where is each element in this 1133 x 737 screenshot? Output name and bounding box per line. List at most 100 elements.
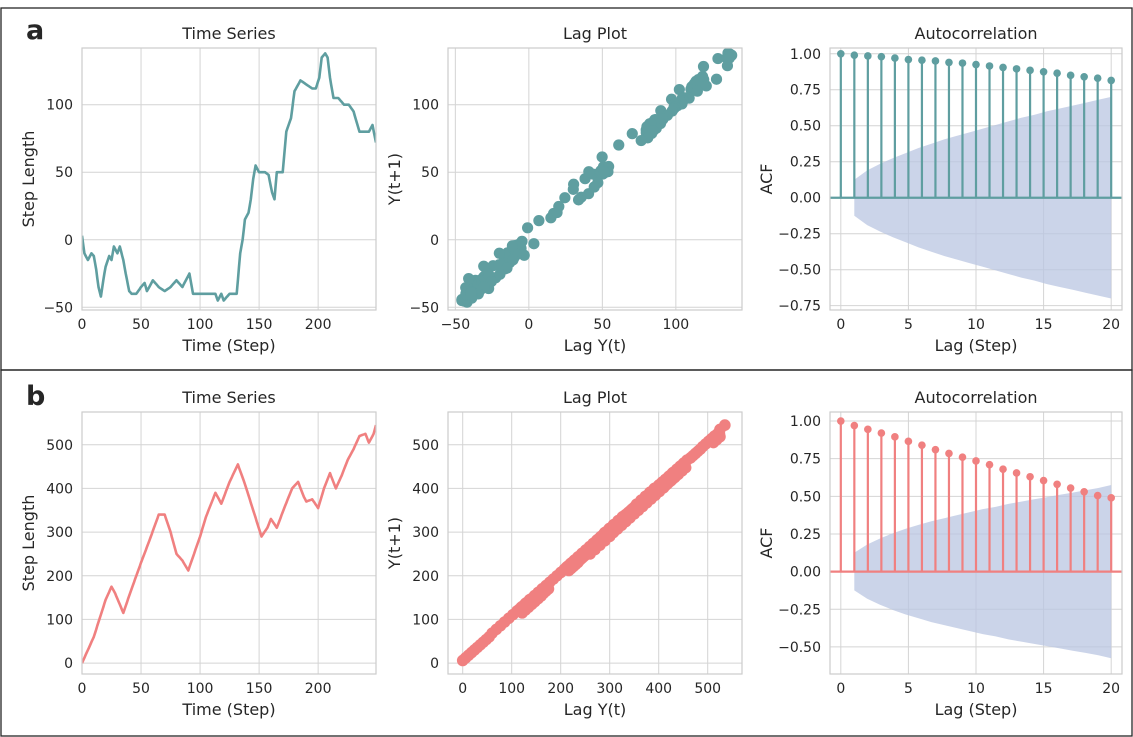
y-tick-label: −0.50 xyxy=(778,263,821,279)
acf-marker xyxy=(891,433,899,441)
y-tick-label: 100 xyxy=(412,612,439,628)
x-tick-label: 10 xyxy=(967,681,985,697)
lag-point xyxy=(691,85,703,97)
y-tick-label: 0 xyxy=(430,656,439,672)
y-tick-label: 300 xyxy=(46,525,73,541)
acf-marker xyxy=(1026,472,1034,481)
acf-marker xyxy=(918,441,926,449)
y-tick-label: 200 xyxy=(412,569,439,585)
lag-point xyxy=(696,70,709,83)
y-axis-label: ACF xyxy=(757,163,776,194)
acf-marker xyxy=(1107,76,1115,85)
y-tick-label: 0.25 xyxy=(790,527,821,543)
acf-marker xyxy=(850,51,859,59)
acf-marker xyxy=(972,457,980,465)
acf-marker xyxy=(1107,494,1115,502)
x-tick-label: 400 xyxy=(645,681,672,697)
acf-marker xyxy=(1080,488,1088,496)
series-line xyxy=(82,52,376,302)
lag-point xyxy=(507,254,519,266)
y-tick-label: 0.00 xyxy=(790,191,821,207)
lag-point xyxy=(506,240,519,252)
x-tick-label: 150 xyxy=(246,681,273,697)
x-tick-label: 50 xyxy=(132,681,150,697)
y-tick-label: 100 xyxy=(412,98,439,114)
lag-point xyxy=(553,200,565,213)
y-axis-label: Step Length xyxy=(19,495,38,592)
x-tick-label: 5 xyxy=(904,317,913,333)
x-tick-label: 100 xyxy=(187,317,214,333)
lag-point xyxy=(533,215,545,227)
acf-marker xyxy=(904,437,913,446)
y-tick-label: 0.50 xyxy=(790,119,821,135)
y-tick-label: 300 xyxy=(412,525,439,541)
x-tick-label: 50 xyxy=(132,317,150,333)
x-tick-label: 15 xyxy=(1035,317,1053,333)
y-axis-label: ACF xyxy=(757,527,776,558)
x-tick-label: 500 xyxy=(694,681,721,697)
lag-point xyxy=(516,235,528,247)
y-tick-label: 1.00 xyxy=(790,47,821,63)
x-tick-label: 0 xyxy=(78,681,87,697)
x-tick-label: 150 xyxy=(246,317,273,333)
acf-marker xyxy=(1053,69,1061,77)
acf-marker xyxy=(1039,476,1048,485)
plot-marks xyxy=(456,48,738,308)
x-tick-label: 100 xyxy=(187,681,214,697)
plot-frame xyxy=(447,411,743,675)
panel-a-letter: a xyxy=(26,15,44,46)
acf-marker xyxy=(945,449,953,458)
y-tick-label: 0 xyxy=(64,656,73,672)
acf-marker xyxy=(958,453,967,461)
chart-title: Time Series xyxy=(181,388,275,407)
y-tick-label: 0.75 xyxy=(790,83,821,99)
lag-point xyxy=(494,268,506,280)
lag-point xyxy=(710,73,723,85)
x-tick-label: 10 xyxy=(967,317,985,333)
lag-point xyxy=(528,238,540,250)
y-tick-label: 0 xyxy=(64,233,73,249)
x-tick-label: 5 xyxy=(904,681,913,697)
acf-marker xyxy=(918,56,926,65)
acf-marker xyxy=(891,54,899,62)
x-tick-label: 200 xyxy=(305,681,332,697)
x-axis-label: Lag Y(t) xyxy=(564,336,627,355)
acf-marker xyxy=(864,425,872,434)
chart-b-2: 0 100 200 300 400 500 0 100 200 300 400 500 Lag Plot… xyxy=(385,388,743,719)
y-tick-label: 400 xyxy=(412,481,439,497)
lag-point xyxy=(493,247,505,259)
chart-a-2: −50 0 50 100 −50 0 50 100 Lag Plot Lag Y(t) Y(t+1) xyxy=(385,24,743,355)
lag-point xyxy=(721,60,734,72)
x-tick-label: 20 xyxy=(1102,317,1120,333)
lag-point xyxy=(521,222,534,234)
y-tick-label: −50 xyxy=(409,300,439,316)
acf-marker xyxy=(1039,67,1048,76)
lag-point xyxy=(719,419,731,431)
x-tick-label: 300 xyxy=(596,681,623,697)
acf-marker xyxy=(1012,469,1021,477)
acf-marker xyxy=(1053,480,1061,489)
y-tick-label: 0.00 xyxy=(790,565,821,581)
lag-point xyxy=(712,52,724,65)
x-axis-label: Lag Y(t) xyxy=(564,700,627,719)
y-axis-label: Y(t+1) xyxy=(385,517,404,570)
y-tick-label: 400 xyxy=(46,481,73,497)
acf-marker xyxy=(850,421,859,430)
y-tick-label: 0.25 xyxy=(790,155,821,171)
y-tick-label: −0.75 xyxy=(778,299,821,315)
chart-b-3: 0 5 10 15 20 −0.50 −0.25 0.00 0.25 0.50 0.75 1.00 Au… xyxy=(757,388,1123,719)
chart-a-1: 0 50 100 150 200 −50 0 50 100 Time Series Time (St… xyxy=(19,24,377,355)
plot-frame xyxy=(829,411,1123,675)
acf-marker xyxy=(1093,74,1102,83)
y-tick-label: 0.75 xyxy=(790,452,821,468)
chart-title: Lag Plot xyxy=(563,388,627,407)
x-tick-label: 200 xyxy=(305,317,332,333)
acf-marker xyxy=(999,63,1007,72)
acf-marker xyxy=(1012,65,1021,73)
acf-marker xyxy=(864,52,872,60)
y-tick-label: −0.50 xyxy=(778,640,821,656)
acf-marker xyxy=(1093,491,1102,500)
lag-point xyxy=(568,178,580,190)
acf-marker xyxy=(1026,66,1034,75)
